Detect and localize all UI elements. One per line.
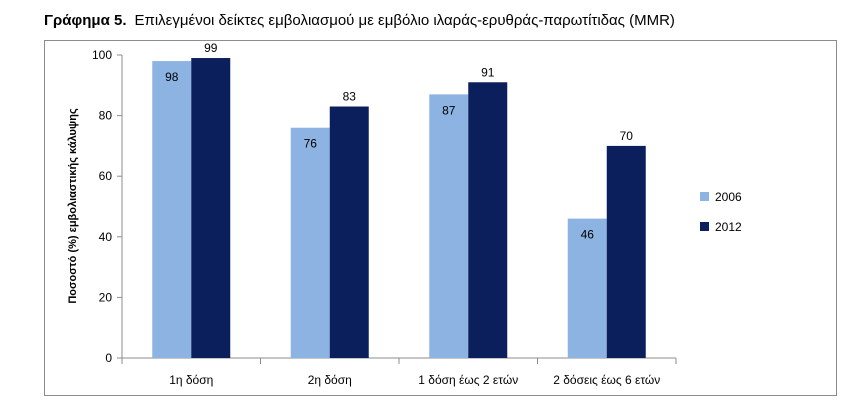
data-label: 87 (442, 103, 456, 117)
chart-title-text: Επιλεγμένοι δείκτες εμβολιασμού με εμβόλ… (134, 12, 675, 29)
x-tick-label: 1 δόση έως 2 ετών (418, 373, 518, 387)
x-tick-label: 2η δόση (308, 373, 352, 387)
y-tick-label: 60 (99, 169, 113, 183)
x-tick-label: 2 δόσεις έως 6 ετών (553, 373, 660, 387)
legend-label-2012: 2012 (715, 220, 742, 234)
data-label: 91 (481, 65, 495, 79)
bar-2012-4 (606, 145, 646, 358)
data-label: 83 (343, 90, 357, 104)
y-axis-title: Ποσοστό (%) εμβολιαστικής κάλυψης (67, 108, 79, 304)
bar-2012-3 (468, 82, 508, 359)
bar-2012-2 (329, 106, 369, 358)
chart-title: Γράφημα 5. Επιλεγμένοι δείκτες εμβολιασμο… (44, 12, 675, 29)
data-label: 99 (204, 41, 218, 55)
bar-2012-1 (191, 58, 231, 358)
data-label: 46 (581, 228, 595, 242)
bar-2006-4 (567, 218, 607, 358)
bar-2006-2 (290, 127, 330, 358)
bar-2006-3 (429, 94, 469, 358)
chart-title-number: Γράφημα 5. (44, 12, 127, 29)
y-tick-label: 100 (92, 48, 112, 62)
y-tick-label: 80 (99, 109, 113, 123)
data-label: 76 (304, 137, 318, 151)
y-tick-label: 40 (99, 230, 113, 244)
data-label: 98 (165, 70, 179, 84)
y-tick-label: 0 (105, 351, 112, 365)
chart-frame (44, 40, 837, 396)
x-tick-label: 1η δόση (169, 373, 213, 387)
data-label: 70 (620, 129, 634, 143)
legend-swatch-2012 (700, 222, 709, 231)
bar-2006-1 (152, 61, 192, 359)
y-tick-label: 20 (99, 290, 113, 304)
legend-swatch-2006 (700, 192, 709, 201)
legend-label-2006: 2006 (715, 190, 742, 204)
